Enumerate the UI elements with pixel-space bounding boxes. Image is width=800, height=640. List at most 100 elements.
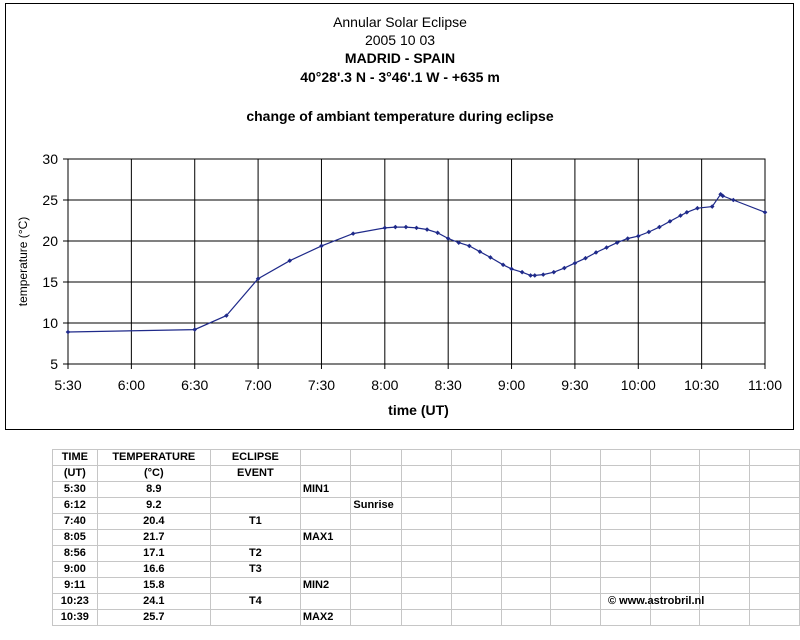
data-point: [509, 266, 514, 272]
data-point: [532, 273, 538, 278]
table-empty-cell: [699, 481, 751, 498]
time-cell: 5:30: [52, 481, 98, 498]
table-empty-cell: [600, 561, 651, 578]
table-empty-cell: [500, 513, 552, 530]
table-empty-cell: [550, 609, 602, 626]
event-cell: T4: [209, 593, 301, 610]
note-cell: [350, 481, 403, 498]
table-empty-cell: [401, 513, 452, 530]
table-empty-cell: [550, 561, 602, 578]
x-tick-label: 10:00: [621, 377, 656, 393]
note-cell: [350, 545, 403, 562]
table-empty-cell: [699, 513, 751, 530]
data-point: [192, 327, 198, 332]
table-empty-cell: [550, 465, 602, 482]
y-tick-label: 20: [42, 233, 58, 249]
y-tick-label: 10: [42, 315, 58, 331]
data-point: [393, 224, 398, 230]
data-point: [540, 272, 546, 277]
time-cell: 7:40: [52, 513, 98, 530]
table-empty-cell: [749, 561, 800, 578]
table-empty-cell: [500, 545, 552, 562]
table-empty-cell: [600, 609, 651, 626]
table-empty-cell: [699, 449, 751, 466]
table-empty-cell: [699, 577, 751, 594]
x-tick-label: 8:30: [435, 377, 462, 393]
table-empty-cell: [749, 513, 800, 530]
table-row: 5:30 8.9 MIN1: [52, 481, 800, 498]
table-empty-cell: [600, 465, 651, 482]
eclipse-data-table: TIME TEMPERATURE ECLIPSE (UT) (°C) EVENT 5:30 8…: [52, 449, 800, 626]
table-empty-cell: [450, 609, 502, 626]
y-tick-label: 25: [42, 192, 58, 208]
table-row: 9:00 16.6 T3: [52, 561, 800, 578]
table-empty-cell: [401, 577, 452, 594]
time-cell: 10:23: [52, 593, 98, 610]
table-row: 8:56 17.1 T2: [52, 545, 800, 562]
table-empty-cell: [649, 577, 701, 594]
temperature-chart: 5 10 15 20 25 30 5:30 6:00 6:30 7:00 7:30 8:00 8:30 9…: [16, 151, 782, 418]
data-point: [551, 269, 557, 275]
data-point: [424, 227, 430, 232]
x-tick-label: 9:30: [561, 377, 588, 393]
table-empty-cell: [550, 481, 602, 498]
table-empty-cell: [749, 609, 800, 626]
table-empty-cell: [600, 449, 651, 466]
note-cell: [350, 609, 403, 626]
event-cell: T3: [209, 561, 301, 578]
temperature-cell: 25.7: [96, 609, 211, 626]
x-tick-label: 11:00: [748, 377, 782, 393]
table-empty-cell: [749, 497, 800, 514]
data-point: [667, 219, 673, 224]
table-empty-cell: [749, 481, 800, 498]
table-empty-cell: [749, 465, 800, 482]
event-cell: T2: [209, 545, 301, 562]
note-cell: Sunrise: [350, 497, 403, 514]
time-cell: 6:12: [52, 497, 98, 514]
note-cell: [350, 577, 403, 594]
extremum-cell: MIN2: [299, 577, 352, 594]
x-tick-label: 10:30: [684, 377, 719, 393]
data-point: [593, 250, 599, 255]
note-cell: [350, 561, 403, 578]
time-cell: 9:11: [52, 577, 98, 594]
table-empty-cell: [649, 497, 701, 514]
data-point: [500, 262, 506, 268]
table-empty-cell: [500, 577, 552, 594]
data-point: [678, 213, 683, 218]
event-cell: T1: [209, 513, 301, 530]
table-empty-cell: [450, 465, 502, 482]
data-point: [583, 255, 588, 261]
data-point: [319, 243, 324, 249]
table-empty-cell: [550, 449, 602, 466]
credit-text: © www.astrobril.nl: [608, 595, 705, 607]
x-tick-label: 9:00: [498, 377, 525, 393]
table-row: 9:11 15.8 MIN2: [52, 577, 800, 594]
table-empty-cell: [450, 497, 502, 514]
table-empty-cell: [401, 561, 452, 578]
table-empty-cell: [699, 609, 751, 626]
x-axis-label: time (UT): [388, 402, 449, 418]
extremum-cell: [299, 593, 352, 610]
table-header-cell: TIME: [52, 449, 98, 466]
data-point: [604, 245, 609, 250]
data-point: [382, 225, 388, 231]
temperature-cell: 16.6: [96, 561, 211, 578]
extremum-cell: [299, 513, 352, 530]
table-empty-cell: [649, 481, 701, 498]
y-tick-label: 15: [42, 274, 58, 290]
table-empty-cell: [450, 513, 502, 530]
data-point: [287, 258, 293, 263]
x-tick-label: 5:30: [54, 377, 81, 393]
table-empty-cell: [699, 593, 751, 610]
table-empty-cell: [500, 449, 552, 466]
chart-subtitle: change of ambiant temperature during ecl…: [246, 108, 554, 124]
data-point: [684, 210, 690, 215]
note-cell: [350, 593, 403, 610]
extremum-cell: [299, 545, 352, 562]
data-point: [350, 231, 356, 236]
table-empty-cell: [749, 529, 800, 546]
table-empty-cell: [550, 513, 602, 530]
event-cell: [209, 529, 301, 546]
data-point: [709, 204, 715, 209]
